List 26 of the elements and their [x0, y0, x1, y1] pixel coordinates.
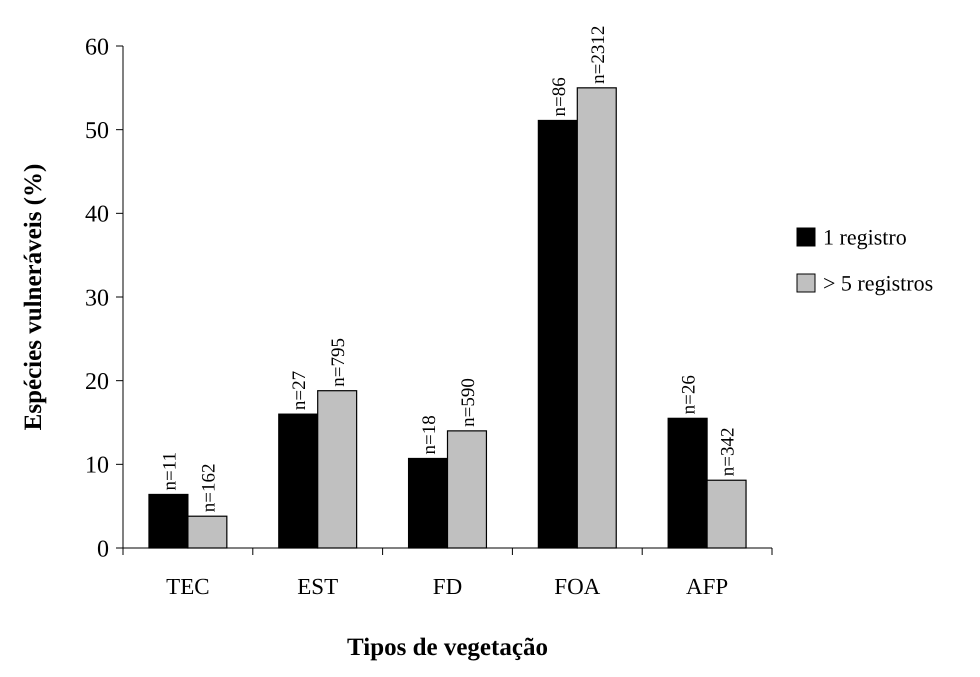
y-tick-label: 60	[85, 34, 109, 60]
annotation: n=2312	[588, 26, 609, 84]
x-tick-label: FD	[432, 574, 462, 599]
y-tick-label: 40	[85, 202, 109, 228]
y-tick-label: 10	[85, 452, 109, 479]
annotation: n=11	[159, 452, 180, 490]
y-tick-label: 0	[97, 536, 109, 562]
annotation: n=27	[289, 370, 310, 410]
x-tick-label: AFP	[686, 574, 728, 599]
annotation: n=590	[458, 378, 479, 427]
y-tick-label: 30	[85, 285, 109, 312]
annotation: n=342	[718, 428, 739, 476]
x-tick-label: TEC	[166, 574, 210, 599]
y-axis-title: Espécies vulneráveis (%)	[20, 164, 47, 430]
x-tick-label: EST	[297, 574, 338, 599]
x-tick-label: FOA	[554, 574, 601, 599]
x-axis-title: Tipos de vegetação	[347, 634, 548, 661]
annotation: n=795	[328, 338, 350, 387]
annotation: n=162	[198, 463, 220, 512]
annotation: n=18	[419, 415, 440, 454]
annotation: n=26	[678, 375, 700, 414]
y-tick-label: 20	[85, 369, 109, 396]
legend-label: 1 registro	[823, 224, 907, 250]
annotation: n=86	[548, 77, 570, 116]
y-tick-label: 50	[85, 118, 109, 144]
legend-label: > 5 registros	[823, 270, 934, 296]
